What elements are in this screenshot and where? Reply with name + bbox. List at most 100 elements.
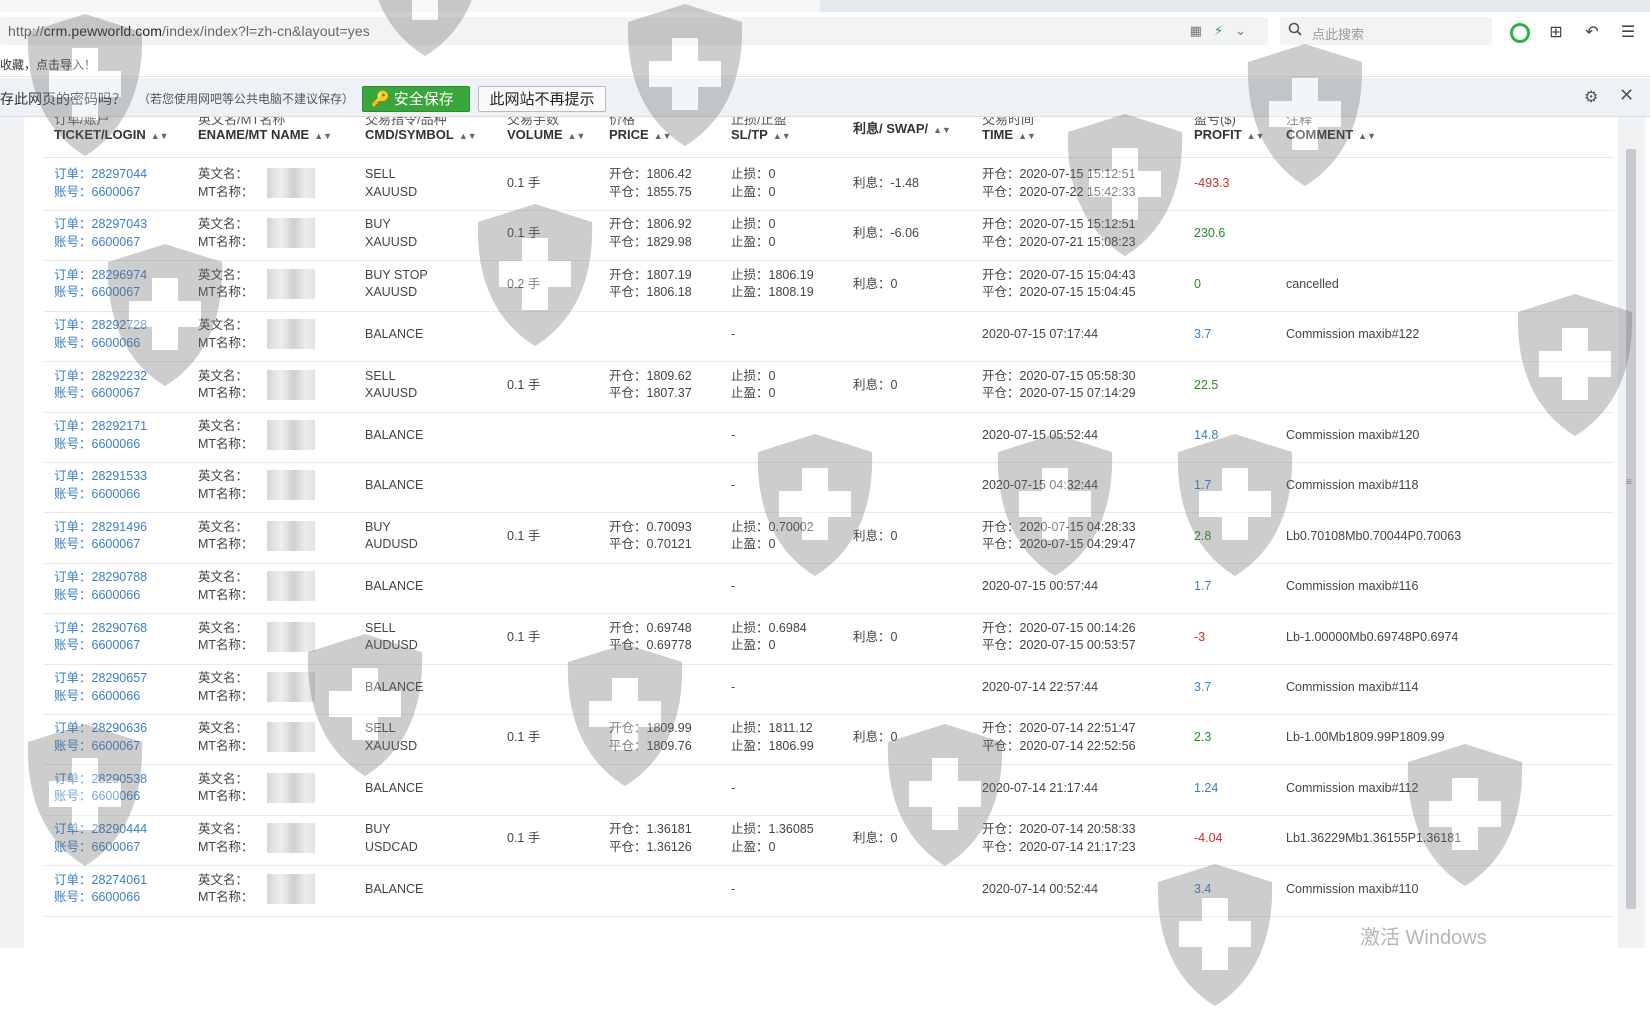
ticket-login-line2[interactable]: 账号：6600066: [54, 587, 141, 602]
header-cmd[interactable]: 交易指令/品种 CMD/SYMBOL ▲▼: [365, 117, 477, 142]
qr-icon[interactable]: ▦: [1189, 23, 1202, 38]
redacted-name-blur: [267, 420, 317, 456]
sl-tp: 止损：0 止盈：0: [731, 216, 775, 251]
sl-tp: -: [731, 881, 736, 896]
cmd-symbol-line2: XAUUSD: [365, 184, 418, 199]
menu-icon[interactable]: ☰: [1620, 24, 1636, 41]
ticket-login-line1[interactable]: 订单：28274061: [54, 872, 148, 887]
sort-icon: ▲▼: [1246, 130, 1265, 141]
ticket-login-line1[interactable]: 订单：28290636: [54, 721, 148, 736]
ticket-login-line2[interactable]: 账号：6600066: [54, 789, 141, 804]
ticket-login-line1[interactable]: 订单：28290538: [54, 771, 148, 786]
cmd-symbol-line2: AUDUSD: [365, 638, 418, 653]
ticket-login-line1[interactable]: 订单：28291496: [54, 519, 148, 534]
chevron-down-icon[interactable]: ⌄: [1235, 23, 1246, 38]
ticket-login-line2[interactable]: 账号：6600067: [54, 638, 141, 653]
ticket-login: 订单：28290444 账号：6600067: [54, 821, 147, 856]
swap: 利息：-1.48: [853, 176, 919, 190]
url-text[interactable]: http://crm.pewworld.com/index/index?l=zh…: [8, 23, 370, 39]
header-name[interactable]: 英文名/MT名称 ENAME/MT NAME ▲▼: [198, 117, 333, 142]
trade-time: 开仓：2020-07-15 05:58:30 平仓：2020-07-15 07:1…: [982, 368, 1136, 403]
trade-time: 开仓：2020-07-15 04:28:33 平仓：2020-07-15 04:2…: [982, 519, 1136, 554]
ticket-login-line1[interactable]: 订单：28291533: [54, 469, 148, 484]
bookmark-import-hint[interactable]: 收藏，点击导入！: [0, 58, 97, 72]
ename-mtname: 英文名： MT名称：: [198, 216, 254, 251]
never-remind-button[interactable]: 此网站不再提示: [478, 86, 606, 112]
ticket-login-line2[interactable]: 账号：6600067: [54, 184, 141, 199]
ticket-login: 订单：28290788 账号：6600066: [54, 569, 147, 604]
sl-tp: 止损：0 止盈：0: [731, 368, 775, 403]
ticket-login-line2[interactable]: 账号：6600067: [54, 386, 141, 401]
ticket-login-line2[interactable]: 账号：6600067: [54, 234, 141, 249]
trade-time-line1: 开仓：2020-07-15 15:04:43: [982, 267, 1136, 282]
header-swap[interactable]: 利息/ SWAP/▲▼: [853, 121, 951, 136]
ticket-login-line2[interactable]: 账号：6600067: [54, 738, 141, 753]
redacted-name-blur: [267, 369, 317, 406]
cmd-symbol: BALANCE: [365, 327, 424, 342]
ticket-login-line1[interactable]: 订单：28297043: [54, 217, 148, 232]
close-icon[interactable]: ✕: [1619, 85, 1635, 105]
volume: 0.2 手: [507, 276, 541, 291]
ename-mtname-line2: MT名称：: [198, 789, 254, 804]
trade-time: 2020-07-15 04:32:44: [982, 478, 1099, 493]
sl-tp-line2: 止盈：0: [731, 386, 776, 401]
ticket-login-line2[interactable]: 账号：6600067: [54, 285, 141, 300]
ticket-login-line1[interactable]: 订单：28292728: [54, 318, 148, 333]
comment: Lb-1.00Mb1809.99P1809.99: [1286, 730, 1445, 745]
sort-icon: ▲▼: [150, 130, 169, 141]
header-sltp[interactable]: 止损/止盈 SL/TP ▲▼: [731, 117, 791, 142]
comment: Commission maxib#118: [1286, 478, 1419, 493]
header-price[interactable]: 价格 PRICE ▲▼: [609, 117, 672, 142]
header-ticket[interactable]: 订单/账户 TICKET/LOGIN ▲▼: [54, 117, 169, 142]
ticket-login-line1[interactable]: 订单：28290788: [54, 570, 148, 585]
price-line2: 平仓：1806.18: [609, 285, 692, 300]
grid-icon[interactable]: ⊞: [1549, 24, 1563, 41]
trade-time-line1: 开仓：2020-07-14 22:51:47: [982, 721, 1136, 736]
header-profit[interactable]: 盈亏($) PROFIT ▲▼: [1194, 117, 1265, 142]
table-row: 订单：28290768 账号：6600067 英文名： MT名称： SELL AUDUSD…: [44, 612, 1614, 665]
ticket-login-line2[interactable]: 账号：6600066: [54, 890, 141, 905]
profit: 14.8: [1194, 428, 1219, 442]
sl-tp-line2: 止盈：1806.99: [731, 738, 814, 753]
ticket-login-line2[interactable]: 账号：6600066: [54, 688, 141, 703]
swap: 利息：0: [853, 730, 898, 745]
header-volume[interactable]: 交易手数 VOLUME ▲▼: [507, 117, 586, 142]
price: 开仓：1806.92 平仓：1829.98: [609, 216, 692, 251]
ticket-login-line2[interactable]: 账号：6600067: [54, 537, 141, 552]
url-field[interactable]: http://crm.pewworld.com/index/index?l=zh…: [0, 17, 1268, 45]
ticket-login-line1[interactable]: 订单：28290657: [54, 671, 148, 685]
password-save-bar: 存此网页的密码吗？ （若您使用网吧等公共电脑不建议保存） 🔑 安全保存 此网站不再…: [0, 78, 1650, 117]
cmd-symbol-line1: BUY STOP: [365, 267, 428, 282]
trade-time: 开仓：2020-07-15 15:04:43 平仓：2020-07-15 15:0…: [982, 267, 1136, 302]
active-tab[interactable]: [0, 0, 820, 12]
ticket-login-line1[interactable]: 订单：28296974: [54, 267, 148, 282]
scroll-thumb[interactable]: [1626, 149, 1636, 909]
scroll-grip-icon: ≡: [1626, 477, 1632, 488]
ticket-login-line1[interactable]: 订单：28292171: [54, 419, 148, 433]
sl-tp-line2: 止盈：1808.19: [731, 285, 814, 300]
undo-icon[interactable]: ↶: [1585, 24, 1599, 41]
header-time[interactable]: 交易时间 TIME ▲▼: [982, 117, 1036, 142]
redacted-name-blur: [267, 772, 317, 809]
safe-save-button[interactable]: 🔑 安全保存: [362, 86, 470, 112]
ename-mtname: 英文名： MT名称：: [198, 821, 254, 856]
vertical-scrollbar[interactable]: ≡: [1618, 117, 1645, 948]
ticket-login-line1[interactable]: 订单：28297044: [54, 167, 148, 181]
sl-tp-line2: 止盈：0: [731, 537, 776, 552]
profit: 230.6: [1194, 226, 1226, 241]
lightning-icon[interactable]: ⚡: [1213, 23, 1224, 38]
table-row: 订单：28290538 账号：6600066 英文名： MT名称： BALANCE - 20…: [44, 763, 1614, 816]
ename-mtname-line2: MT名称：: [198, 638, 254, 653]
shield-app-icon[interactable]: [1502, 22, 1538, 43]
price-line1: 开仓：1806.92: [609, 217, 692, 232]
search-box[interactable]: 点此搜索: [1280, 17, 1492, 45]
ticket-login-line2[interactable]: 账号：6600066: [54, 335, 141, 350]
header-comment[interactable]: 注释 COMMENT ▲▼: [1286, 117, 1376, 142]
ticket-login-line2[interactable]: 账号：6600066: [54, 436, 141, 451]
ticket-login-line1[interactable]: 订单：28292232: [54, 368, 148, 383]
ticket-login-line1[interactable]: 订单：28290444: [54, 822, 148, 837]
ticket-login-line1[interactable]: 订单：28290768: [54, 620, 148, 635]
ticket-login-line2[interactable]: 账号：6600067: [54, 839, 141, 854]
ticket-login-line2[interactable]: 账号：6600066: [54, 486, 141, 501]
gear-icon[interactable]: ⚙: [1584, 89, 1599, 106]
